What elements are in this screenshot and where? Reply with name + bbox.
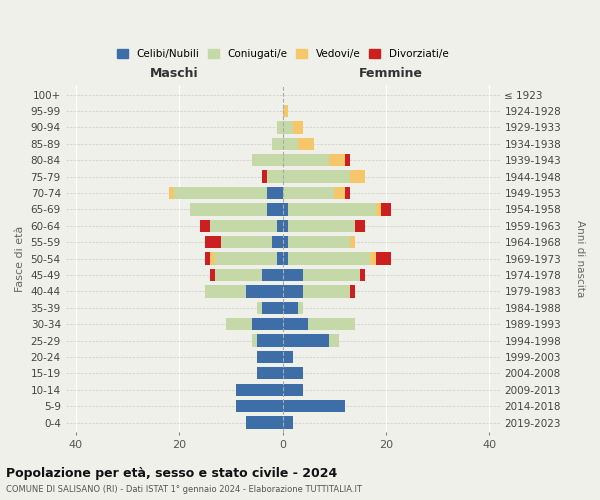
Bar [283, 138, 298, 150]
Bar [257, 351, 283, 363]
Bar [283, 236, 288, 248]
Bar [283, 351, 293, 363]
Bar [257, 367, 283, 380]
Bar [169, 187, 174, 199]
Bar [215, 269, 262, 281]
Bar [303, 269, 360, 281]
Bar [370, 252, 376, 264]
Bar [298, 138, 314, 150]
Text: COMUNE DI SALISANO (RI) - Dati ISTAT 1° gennaio 2024 - Elaborazione TUTTITALIA.I: COMUNE DI SALISANO (RI) - Dati ISTAT 1° … [6, 486, 362, 494]
Bar [283, 154, 329, 166]
Bar [190, 204, 267, 216]
Bar [251, 318, 283, 330]
Bar [283, 334, 329, 346]
Bar [262, 269, 283, 281]
Bar [205, 252, 210, 264]
Text: Popolazione per età, sesso e stato civile - 2024: Popolazione per età, sesso e stato civil… [6, 468, 337, 480]
Bar [262, 302, 283, 314]
Bar [210, 269, 215, 281]
Bar [257, 302, 262, 314]
Bar [355, 220, 365, 232]
Bar [200, 220, 210, 232]
Bar [210, 220, 277, 232]
Bar [221, 236, 272, 248]
Bar [283, 318, 308, 330]
Bar [251, 154, 283, 166]
Bar [350, 170, 365, 183]
Bar [205, 285, 247, 298]
Bar [376, 252, 391, 264]
Bar [308, 318, 355, 330]
Bar [283, 105, 288, 117]
Bar [251, 334, 257, 346]
Bar [236, 400, 283, 412]
Bar [344, 154, 350, 166]
Bar [283, 367, 303, 380]
Y-axis label: Fasce di età: Fasce di età [15, 226, 25, 292]
Bar [277, 122, 283, 134]
Bar [262, 170, 267, 183]
Bar [257, 334, 283, 346]
Bar [303, 285, 350, 298]
Bar [272, 138, 283, 150]
Bar [288, 220, 355, 232]
Legend: Celibi/Nubili, Coniugati/e, Vedovi/e, Divorziati/e: Celibi/Nubili, Coniugati/e, Vedovi/e, Di… [113, 45, 452, 63]
Bar [247, 285, 283, 298]
Y-axis label: Anni di nascita: Anni di nascita [575, 220, 585, 297]
Bar [247, 416, 283, 428]
Bar [283, 416, 293, 428]
Bar [267, 170, 283, 183]
Bar [344, 187, 350, 199]
Bar [272, 236, 283, 248]
Bar [283, 220, 288, 232]
Bar [226, 318, 251, 330]
Bar [350, 236, 355, 248]
Bar [283, 122, 293, 134]
Bar [376, 204, 381, 216]
Bar [334, 187, 344, 199]
Bar [283, 285, 303, 298]
Bar [283, 170, 350, 183]
Bar [215, 252, 277, 264]
Bar [267, 187, 283, 199]
Text: Femmine: Femmine [359, 67, 423, 80]
Bar [236, 384, 283, 396]
Bar [298, 302, 303, 314]
Bar [210, 252, 215, 264]
Bar [360, 269, 365, 281]
Bar [288, 204, 376, 216]
Bar [205, 236, 221, 248]
Bar [283, 302, 298, 314]
Bar [174, 187, 267, 199]
Bar [277, 252, 283, 264]
Bar [283, 269, 303, 281]
Bar [288, 252, 370, 264]
Bar [283, 384, 303, 396]
Bar [283, 187, 334, 199]
Bar [283, 400, 344, 412]
Text: Maschi: Maschi [150, 67, 199, 80]
Bar [283, 252, 288, 264]
Bar [277, 220, 283, 232]
Bar [267, 204, 283, 216]
Bar [288, 236, 350, 248]
Bar [283, 204, 288, 216]
Bar [350, 285, 355, 298]
Bar [381, 204, 391, 216]
Bar [293, 122, 303, 134]
Bar [329, 334, 340, 346]
Bar [329, 154, 344, 166]
